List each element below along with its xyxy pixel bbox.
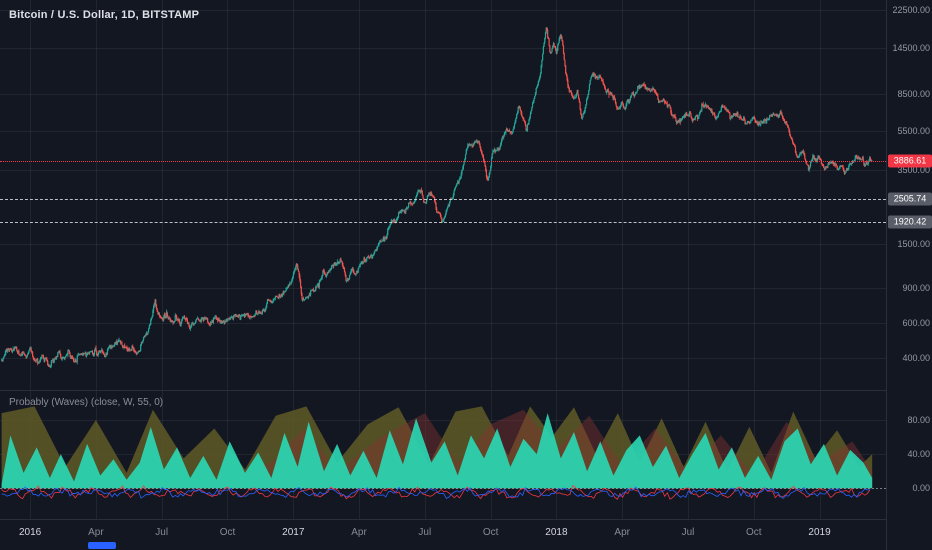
price-axis[interactable]: 3886.61 2505.74 1920.42 22500.00 14500.00… [886,0,932,550]
price-tick-label: 1500.00 [897,238,930,249]
price-tick-label: 22500.00 [892,4,930,15]
level-badge-2: 1920.42 [888,215,932,229]
price-tick-label: 900.00 [902,282,930,293]
main-chart-canvas[interactable] [0,0,886,390]
time-tick-label: 2017 [282,527,305,538]
indicator-canvas[interactable] [0,391,886,519]
time-tick-label: Oct [219,527,236,538]
indicator-tick-label: 0.00 [912,483,930,494]
time-tick-label: Jul [418,527,432,538]
indicator-tick-label: 40.00 [907,449,930,460]
indicator-tick-label: 80.00 [907,415,930,425]
time-tick-label: Apr [351,527,367,538]
time-tick-label: Apr [88,527,104,538]
time-tick-label: 2019 [808,527,831,538]
time-tick-label: Oct [482,527,499,538]
time-axis-divider [0,519,886,520]
tv-logo-chip[interactable] [88,542,116,549]
time-tick-label: Apr [614,527,630,538]
last-price-badge: 3886.61 [888,154,932,168]
time-tick-label: Jul [155,527,169,538]
time-tick-label: Jul [681,527,695,538]
symbol-legend[interactable]: Bitcoin / U.S. Dollar, 1D, BITSTAMP [9,9,200,21]
price-tick-label: 5500.00 [897,126,930,137]
time-axis[interactable]: 2016 Apr Jul Oct 2017 Apr Jul Oct 2018 Apr Jul Oct 2… [0,520,886,550]
time-tick-label: 2016 [18,527,42,538]
price-tick-label: 14500.00 [892,42,930,53]
price-tick-label: 600.00 [902,317,930,328]
indicator-legend[interactable]: Probably (Waves) (close, W, 55, 0) [9,397,164,408]
level-badge-1: 2505.74 [888,192,932,206]
price-tick-label: 3500.00 [897,165,930,176]
pane-divider[interactable] [0,390,886,391]
price-tick-label: 8500.00 [897,88,930,99]
price-tick-label: 400.00 [902,352,930,363]
time-tick-label: Oct [745,527,762,538]
time-tick-label: 2018 [545,527,568,538]
